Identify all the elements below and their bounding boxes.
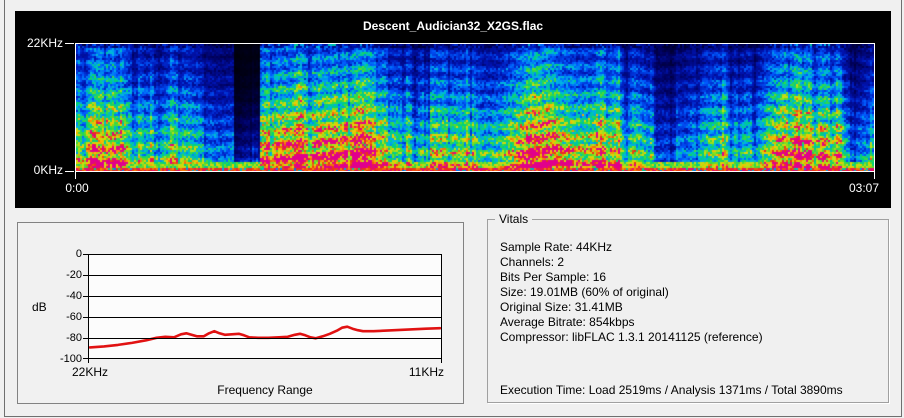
vitals-line-channels: Channels: 2 — [500, 255, 565, 269]
ytick-label-40: -40 — [66, 290, 82, 302]
spectral-curve — [88, 325, 442, 349]
ytick-mark — [83, 358, 88, 359]
file-title: Descent_Audician32_X2GS.flac — [362, 19, 544, 33]
xtick-right-mark — [441, 359, 442, 363]
vitals-line-compressor: Compressor: libFLAC 1.3.1 20141125 (refe… — [500, 330, 763, 344]
chart-plot — [88, 254, 442, 359]
time-start-tick — [75, 172, 76, 179]
vitals-line-bitrate: Average Bitrate: 854kbps — [500, 315, 635, 329]
frequency-range-label: Frequency Range — [217, 383, 313, 397]
execution-time: Execution Time: Load 2519ms / Analysis 1… — [500, 383, 843, 397]
vitals-line-size: Size: 19.01MB (60% of original) — [500, 285, 669, 299]
vitals-title: Vitals — [495, 212, 533, 226]
vitals-groupbox: Vitals Sample Rate: 44KHz Channels: 2 Bi… — [487, 212, 889, 403]
gridline — [89, 317, 441, 318]
ytick-mark — [83, 338, 88, 339]
xtick-left-label: 22KHz — [72, 365, 109, 379]
time-start-label: 0:00 — [65, 181, 89, 195]
vitals-line-bits: Bits Per Sample: 16 — [500, 270, 607, 284]
gridline — [89, 338, 441, 339]
frequency-chart-panel: dB 0 -20 -40 -60 -80 -100 22KHz — [17, 222, 464, 404]
freq-bottom-label: 0KHz — [33, 163, 63, 177]
ytick-mark — [83, 317, 88, 318]
spectrogram-canvas — [76, 44, 874, 171]
ytick-mark — [83, 254, 88, 255]
gridline — [89, 296, 441, 297]
xtick-right-label: 11KHz — [408, 365, 444, 379]
db-axis-label: dB — [32, 300, 47, 314]
ytick-label-20: -20 — [66, 269, 82, 281]
vitals-line-original-size: Original Size: 31.41MB — [500, 300, 623, 314]
time-end-label: 03:07 — [848, 181, 879, 195]
time-end-tick — [874, 172, 875, 179]
vitals-lines: Sample Rate: 44KHz Channels: 2 Bits Per … — [500, 240, 763, 345]
ytick-mark — [83, 275, 88, 276]
ytick-label-0: 0 — [75, 248, 82, 260]
ytick-label-60: -60 — [66, 311, 82, 323]
gridline — [89, 275, 441, 276]
freq-top-label: 22KHz — [26, 36, 63, 50]
spectrogram-panel: Descent_Audician32_X2GS.flac 22KHz 0KHz … — [15, 11, 891, 208]
ytick-label-80: -80 — [66, 332, 82, 344]
freq-top-tick — [65, 43, 74, 44]
ytick-label-100: -100 — [59, 353, 82, 365]
window-frame: Descent_Audician32_X2GS.flac 22KHz 0KHz … — [4, 0, 902, 417]
spectrogram — [75, 43, 875, 172]
ytick-mark — [83, 296, 88, 297]
vitals-line-sample-rate: Sample Rate: 44KHz — [500, 240, 613, 254]
xtick-left-mark — [88, 359, 89, 363]
freq-bottom-tick — [65, 171, 74, 172]
